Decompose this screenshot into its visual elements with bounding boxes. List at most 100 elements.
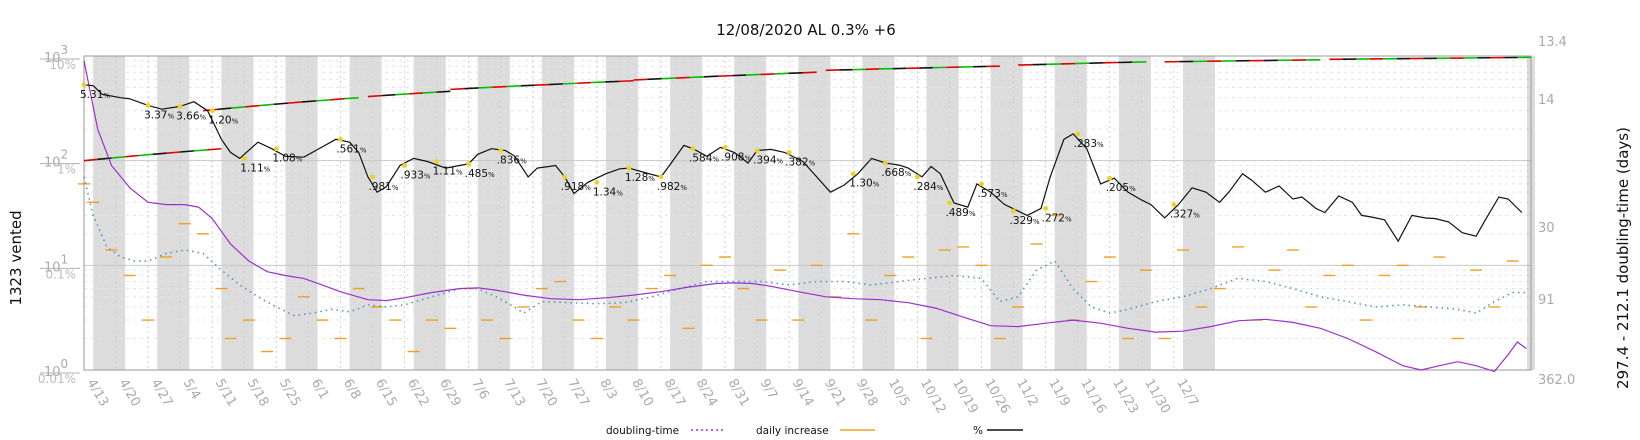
percent-sign: % (1001, 191, 1008, 199)
trend-segment (207, 147, 222, 151)
percent-sign: % (456, 169, 463, 177)
x-tick-label: 9/14 (789, 377, 817, 410)
percent-sign: % (809, 159, 816, 167)
week-shade (93, 56, 126, 370)
percent-point (882, 160, 888, 166)
percent-label: .561% (336, 143, 366, 155)
x-tick-label: 11/9 (1045, 377, 1073, 410)
week-shade (798, 56, 831, 370)
x-tick-label: 7/20 (532, 377, 560, 410)
trend-segment (111, 155, 126, 159)
x-tick-label: 8/17 (661, 377, 689, 410)
x-tick-label: 8/3 (596, 377, 619, 403)
percent-sign: % (873, 181, 880, 189)
percent-sign: % (1033, 218, 1040, 226)
trend-segment (409, 92, 423, 95)
percent-label: .394% (753, 155, 783, 167)
trend-segment (478, 86, 493, 89)
percent-label: 1.20% (208, 115, 238, 127)
x-tick-label: 10/12 (917, 377, 949, 417)
percent-point (1171, 202, 1177, 208)
left-tick-exponent: 3 (61, 43, 69, 57)
week-shade (221, 56, 254, 370)
trend-segment (577, 81, 592, 85)
percent-sign: % (744, 154, 751, 162)
percent-label: 1.08% (272, 153, 302, 165)
x-tick-label: 10/5 (885, 377, 913, 410)
x-tick-label: 6/8 (340, 377, 363, 403)
trend-segment (273, 102, 289, 106)
x-tick-label: 5/18 (244, 377, 272, 410)
percent-point (145, 103, 151, 108)
trend-segment (760, 73, 775, 76)
trend-segment (661, 77, 676, 80)
percent-label: .584% (689, 153, 719, 165)
x-tick-label: 5/25 (276, 377, 304, 410)
trend-segment (591, 81, 606, 84)
legend-daily-label: daily increase (756, 425, 829, 437)
pct-tick-label: 0.1% (46, 267, 77, 281)
doubling-time-line (83, 60, 1527, 373)
trend-segment (802, 71, 817, 74)
percent-labels: 5.31%3.37% 3.66% 1.20%1.11%1.08%.561%.981%… (80, 82, 1200, 227)
percent-point (209, 108, 215, 114)
percent-label: .382% (785, 156, 815, 168)
percent-label: 3.66% (176, 110, 206, 122)
percent-sign: % (969, 210, 976, 218)
week-shade (990, 56, 1023, 370)
percent-sign: % (424, 172, 431, 180)
percent-sign: % (584, 184, 591, 192)
trend-segment (605, 80, 620, 83)
legend-pct-label: % (973, 425, 983, 437)
percent-sign: % (1193, 212, 1200, 220)
percent-label: .836% (497, 155, 527, 167)
week-shade (477, 56, 510, 370)
percent-label: .982% (657, 181, 687, 193)
trend-segment (152, 152, 167, 156)
percent-point (273, 146, 279, 152)
trend-segment (436, 90, 451, 93)
x-tick-label: 6/15 (372, 377, 400, 410)
percent-point (850, 171, 856, 177)
percent-point (626, 165, 632, 171)
percent-point (1043, 205, 1049, 211)
trend-segment (344, 96, 359, 100)
x-tick-label: 11/16 (1077, 377, 1109, 417)
percent-sign: % (937, 184, 944, 192)
percent-point (1011, 208, 1016, 214)
trend-segment (717, 74, 733, 78)
week-shade (862, 56, 895, 370)
percent-point (722, 144, 728, 150)
left-axis-label: 1323 vented (7, 210, 25, 305)
percent-point (81, 82, 87, 88)
percent-sign: % (296, 156, 303, 164)
percent-point (466, 161, 472, 167)
trend-segment (125, 154, 140, 158)
x-tick-label: 8/10 (628, 377, 656, 410)
percent-sign: % (905, 170, 912, 178)
week-shade (734, 56, 767, 370)
percent-sign: % (232, 118, 239, 126)
trend-segment (619, 79, 634, 83)
trend-segment (302, 100, 317, 103)
percent-sign: % (488, 171, 495, 179)
chart-title: 12/08/2020 AL 0.3% +6 (716, 21, 896, 39)
percent-label: .573% (978, 188, 1008, 200)
trend-segment (520, 84, 535, 87)
trend-segment (450, 87, 465, 91)
x-tick-label: 10/26 (981, 377, 1013, 417)
percent-label: .485% (465, 168, 495, 180)
doubling-time-series (83, 60, 1527, 373)
percent-sign: % (1129, 185, 1136, 193)
week-shade (670, 56, 703, 370)
percent-series (83, 84, 1523, 243)
percent-label: 3.37% (144, 109, 174, 121)
pct-tick-label: 10% (49, 58, 76, 72)
right-tick-label: 13.4 (1538, 35, 1567, 50)
x-tick-label: 4/20 (116, 377, 144, 410)
week-shade (349, 56, 382, 370)
percent-point (562, 174, 568, 180)
percent-sign: % (520, 158, 527, 166)
percent-sign: % (103, 92, 110, 100)
x-tick-label: 11/2 (1013, 377, 1041, 410)
